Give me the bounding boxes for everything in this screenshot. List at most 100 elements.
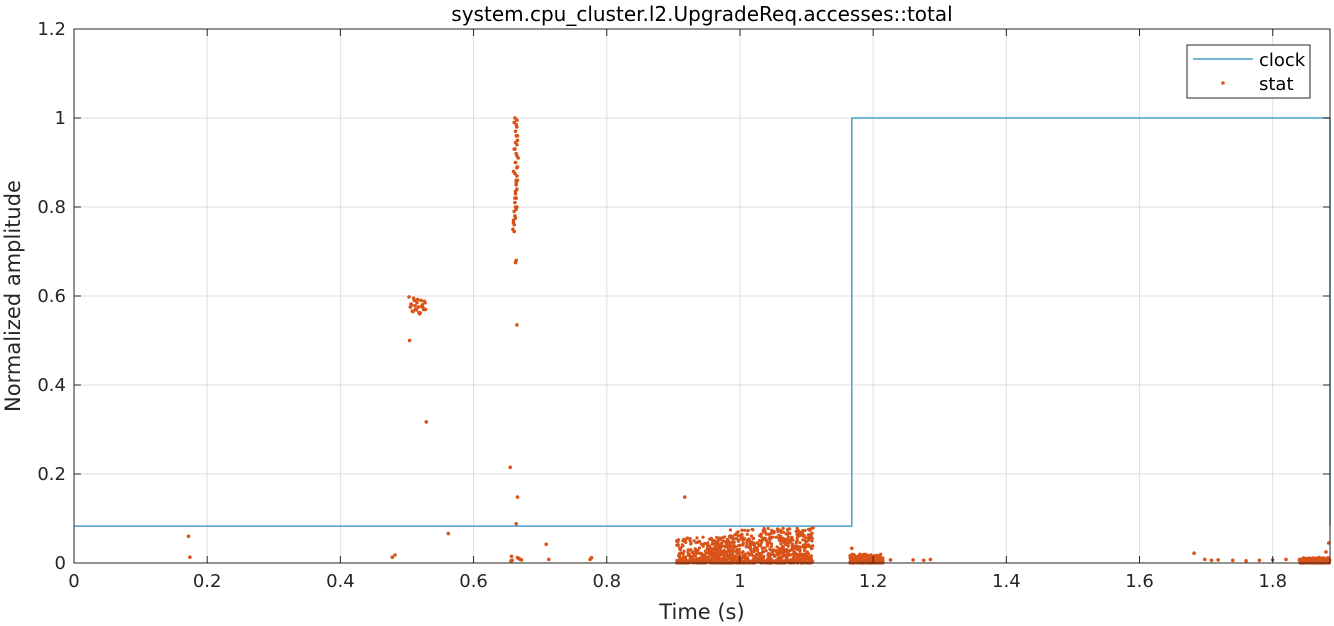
stat-point — [801, 538, 805, 542]
stat-point — [745, 540, 749, 544]
stat-point — [794, 541, 798, 545]
stat-point — [778, 559, 782, 563]
stat-point — [515, 495, 520, 499]
stat-point — [784, 556, 789, 560]
stat-point — [509, 554, 514, 559]
x-tick-label: 1.4 — [992, 571, 1021, 592]
stat-point — [772, 548, 776, 552]
stat-point — [1257, 558, 1262, 563]
stat-point — [798, 533, 803, 537]
stat-point — [737, 550, 741, 554]
stat-point — [766, 552, 771, 556]
stat-point — [718, 553, 722, 558]
stat-point — [809, 534, 813, 538]
stat-point — [799, 554, 803, 558]
stat-point — [779, 529, 783, 533]
stat-point — [740, 528, 744, 532]
stat-point — [701, 535, 705, 539]
stat-point — [547, 557, 551, 562]
stat-point — [1284, 557, 1288, 562]
stat-point — [732, 540, 736, 544]
stat-point — [752, 549, 756, 554]
stat-point — [415, 300, 419, 305]
stat-point — [708, 537, 712, 541]
stat-point — [682, 549, 686, 553]
stat-point — [514, 122, 518, 127]
stat-point — [707, 551, 711, 555]
stat-point — [734, 554, 738, 558]
stat-point — [743, 528, 747, 532]
stat-point — [888, 558, 893, 562]
stat-point — [779, 539, 783, 543]
stat-point — [795, 526, 799, 530]
stat-point — [515, 154, 519, 158]
x-tick-label: 0.8 — [592, 571, 621, 592]
legend-clock-label: clock — [1259, 50, 1306, 71]
stat-point — [690, 550, 695, 554]
stat-point — [780, 554, 784, 559]
stat-point — [760, 546, 764, 550]
y-tick-label: 1.2 — [37, 19, 66, 40]
stat-point — [922, 558, 926, 563]
stat-point — [188, 555, 192, 559]
stat-point — [697, 546, 702, 550]
stat-point — [746, 528, 750, 533]
stat-point — [736, 539, 740, 543]
stat-point — [713, 548, 717, 552]
stat-point — [804, 536, 808, 540]
stat-point — [544, 542, 548, 547]
stat-point — [515, 118, 519, 122]
stat-point — [781, 526, 785, 530]
stat-point — [773, 553, 778, 557]
stat-point — [423, 307, 428, 312]
stat-point — [690, 555, 694, 559]
stat-point — [767, 559, 771, 564]
stat-point — [716, 538, 721, 542]
stat-point — [726, 539, 731, 543]
stat-point — [806, 552, 811, 556]
stat-point — [419, 298, 423, 303]
stat-point — [697, 539, 702, 544]
stat-point — [713, 553, 717, 557]
stat-point — [730, 550, 734, 554]
stat-point — [735, 548, 739, 552]
stat-point — [749, 552, 753, 556]
stat-point — [713, 544, 717, 548]
stat-point — [863, 553, 867, 557]
stat-point — [519, 558, 524, 562]
stat-point — [881, 556, 885, 560]
stat-point — [716, 543, 721, 547]
stat-point — [1321, 558, 1325, 562]
legend-box — [1186, 44, 1311, 99]
y-axis-title: Normalized amplitude — [1, 180, 25, 412]
stat-point — [424, 420, 429, 424]
stat-point — [858, 560, 862, 564]
stat-point — [702, 557, 706, 561]
stat-point — [806, 544, 811, 549]
stat-point — [700, 559, 704, 564]
stat-point — [407, 295, 411, 299]
stat-point — [781, 530, 786, 534]
stat-point — [415, 297, 420, 302]
stat-point — [779, 542, 783, 546]
stat-point — [850, 546, 854, 551]
stat-point — [749, 546, 753, 550]
stat-point — [797, 530, 801, 534]
stat-point — [801, 534, 805, 538]
x-tick-label: 1.6 — [1125, 571, 1154, 592]
stat-point — [701, 543, 705, 547]
stat-point — [749, 534, 754, 538]
clock-series-line — [74, 117, 1331, 527]
stat-point — [793, 550, 797, 555]
stat-point — [515, 166, 519, 170]
x-tick-label: 0.4 — [326, 571, 355, 592]
stat-point — [692, 539, 696, 543]
stat-point — [854, 555, 858, 559]
stat-point — [786, 535, 790, 539]
stat-point — [785, 542, 789, 546]
stat-point — [788, 527, 792, 531]
stat-point — [911, 558, 915, 562]
stat-point — [513, 189, 518, 194]
y-tick-label: 1 — [55, 108, 66, 129]
